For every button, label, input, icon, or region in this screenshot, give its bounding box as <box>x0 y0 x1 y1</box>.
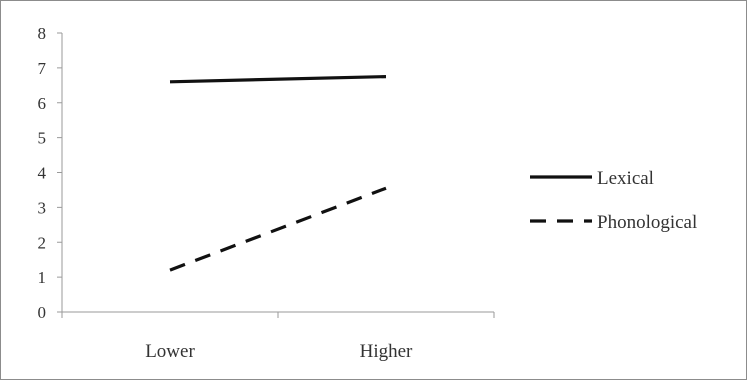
axes <box>61 33 494 313</box>
x-tick-label: Lower <box>145 341 195 362</box>
y-tick-label: 1 <box>38 268 47 287</box>
y-tick-label: 4 <box>38 164 47 183</box>
y-tick-label: 5 <box>38 129 47 148</box>
y-tick-label: 8 <box>38 24 47 43</box>
x-axis-ticks: Lower Higher <box>61 312 495 362</box>
x-tick-label: Higher <box>360 341 413 362</box>
series-line-phonological <box>169 186 387 272</box>
legend: Lexical Phonological <box>530 168 697 233</box>
legend-label-phonological: Phonological <box>597 212 697 233</box>
y-tick-label: 6 <box>38 94 47 113</box>
legend-label-lexical: Lexical <box>597 168 654 189</box>
series-lines <box>169 75 387 272</box>
series-line-lexical <box>169 75 387 84</box>
y-tick-label: 2 <box>38 233 47 252</box>
y-axis-ticks: 0 1 2 3 4 5 6 7 8 <box>38 24 62 322</box>
y-tick-label: 7 <box>38 59 47 78</box>
y-tick-label: 3 <box>38 198 47 217</box>
y-tick-label: 0 <box>38 303 47 322</box>
